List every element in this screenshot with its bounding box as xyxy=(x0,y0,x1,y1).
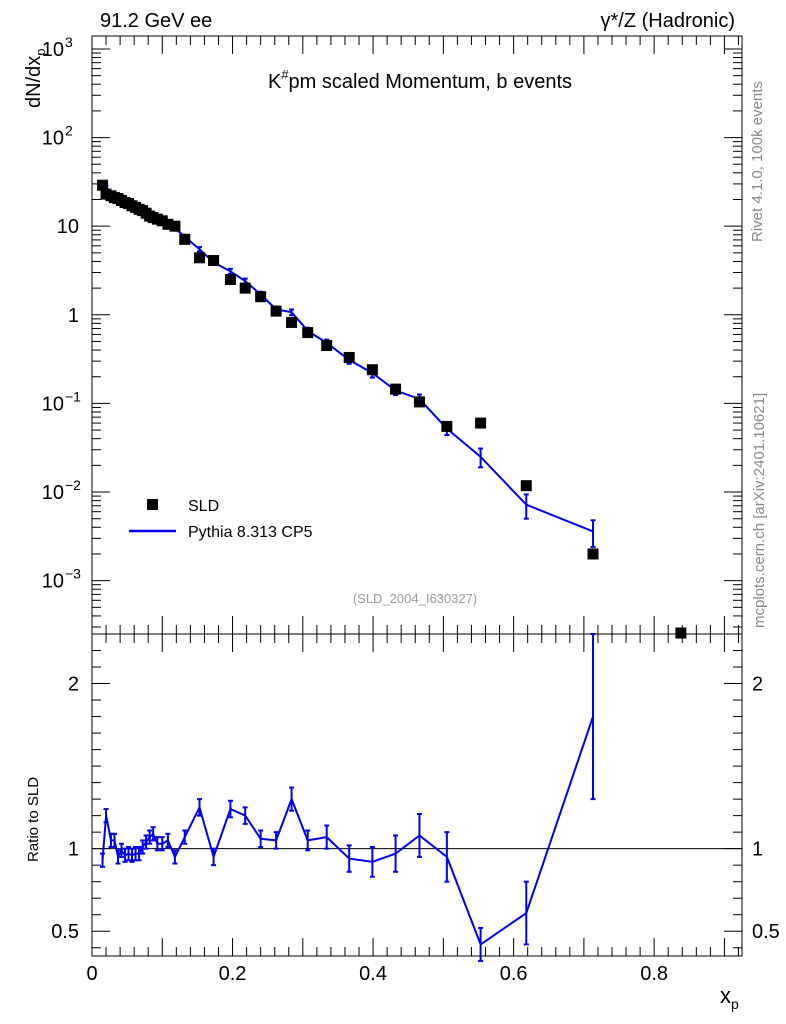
data-point xyxy=(302,327,313,338)
rivet-version-label: Rivet 4.1.0, 100k events xyxy=(749,81,766,242)
x-tick-label: 0.8 xyxy=(640,963,668,985)
main-y-axis-label-base: dN/dx xyxy=(23,56,45,108)
main-y-axis-label: dN/dxp xyxy=(23,49,48,108)
main-y-tick-label: 1 xyxy=(68,305,79,327)
ratio-y-tick-label-right: 2 xyxy=(752,674,763,696)
data-point xyxy=(169,221,180,232)
mc-series-ratio xyxy=(100,634,595,961)
data-point xyxy=(194,252,205,263)
main-y-tick-label-exp: −1 xyxy=(65,388,81,404)
data-point xyxy=(240,283,251,294)
data-point xyxy=(441,421,452,432)
data-point xyxy=(367,364,378,375)
data-point xyxy=(675,628,686,639)
ratio-panel: 0.5 0.5 1 1 2 2 0 0.2 0.4 0.6 0.8 Ratio to SLD xp xyxy=(25,634,780,1012)
x-tick-label: 0.4 xyxy=(359,963,387,985)
legend-label-sld: SLD xyxy=(188,498,219,515)
ratio-y-tick-label-left: 1 xyxy=(68,839,79,861)
legend: SLD Pythia 8.313 CP5 xyxy=(129,498,313,541)
data-point xyxy=(588,548,599,559)
data-point xyxy=(271,306,282,317)
x-axis-label-sub: p xyxy=(731,996,739,1012)
x-axis-label: xp xyxy=(720,983,739,1012)
main-y-tick-label: 10 xyxy=(42,393,64,415)
data-series-main xyxy=(97,180,686,639)
main-y-tick-label-exp: −2 xyxy=(65,477,81,493)
energy-label: 91.2 GeV ee xyxy=(100,10,212,32)
ratio-y-tick-label-left: 0.5 xyxy=(51,921,79,943)
x-tick-label: 0.2 xyxy=(219,963,247,985)
ratio-axis-ticks xyxy=(92,634,742,956)
main-y-tick-label-exp: −3 xyxy=(65,566,81,582)
main-y-tick-label-exp: 2 xyxy=(65,123,73,139)
chart-figure: 91.2 GeV ee γ*/Z (Hadronic) Rivet 4.1.0,… xyxy=(0,0,786,1024)
main-y-tick-label-base: 10 xyxy=(42,393,64,415)
data-point xyxy=(475,418,486,429)
mc-series-main xyxy=(100,186,595,547)
ratio-y-tick-label-right: 0.5 xyxy=(752,921,780,943)
data-point xyxy=(225,274,236,285)
ratio-y-tick-label-right: 1 xyxy=(752,839,763,861)
plot-title-rest: pm scaled Momentum, b events xyxy=(289,71,572,93)
data-point xyxy=(414,396,425,407)
mcplots-label: mcplots.cern.ch [arXiv:2401.10621] xyxy=(751,393,768,628)
ratio-y-axis-label: Ratio to SLD xyxy=(25,777,42,862)
ratio-tick-labels: 0.5 0.5 1 1 2 2 0 0.2 0.4 0.6 0.8 xyxy=(51,674,780,985)
data-point xyxy=(286,317,297,328)
main-axis-ticks xyxy=(92,36,742,634)
main-y-tick-label: 10 xyxy=(42,571,64,593)
ratio-plot-frame xyxy=(92,634,742,956)
data-point xyxy=(390,384,401,395)
x-tick-label: 0 xyxy=(86,963,97,985)
main-y-tick-label-exp: 3 xyxy=(65,34,73,50)
process-label: γ*/Z (Hadronic) xyxy=(601,10,735,32)
data-point xyxy=(344,352,355,363)
plot-title-base: K xyxy=(268,71,282,93)
legend-label-pythia: Pythia 8.313 CP5 xyxy=(188,524,313,541)
main-y-tick-label-base: 10 xyxy=(42,482,64,504)
ratio-y-tick-label-left: 2 xyxy=(68,674,79,696)
main-y-tick-label-base: 10 xyxy=(42,128,64,150)
main-plot-frame xyxy=(92,36,742,634)
data-point xyxy=(179,234,190,245)
main-y-tick-label: 10 xyxy=(57,216,79,238)
data-point xyxy=(521,480,532,491)
main-y-axis-label-sub: p xyxy=(33,49,48,56)
data-point xyxy=(255,291,266,302)
analysis-watermark: (SLD_2004_I630327) xyxy=(353,591,477,606)
x-axis-label-base: x xyxy=(720,983,731,1008)
x-tick-label: 0.6 xyxy=(500,963,528,985)
ratio-line xyxy=(103,717,594,945)
main-y-tick-label: 10 xyxy=(42,128,64,150)
plot-title: K#pm scaled Momentum, b events xyxy=(268,67,572,93)
main-y-tick-label-base: 10 xyxy=(42,571,64,593)
main-y-tick-label: 10 xyxy=(42,482,64,504)
data-point xyxy=(321,340,332,351)
data-point xyxy=(208,255,219,266)
legend-marker-sld xyxy=(147,499,158,510)
